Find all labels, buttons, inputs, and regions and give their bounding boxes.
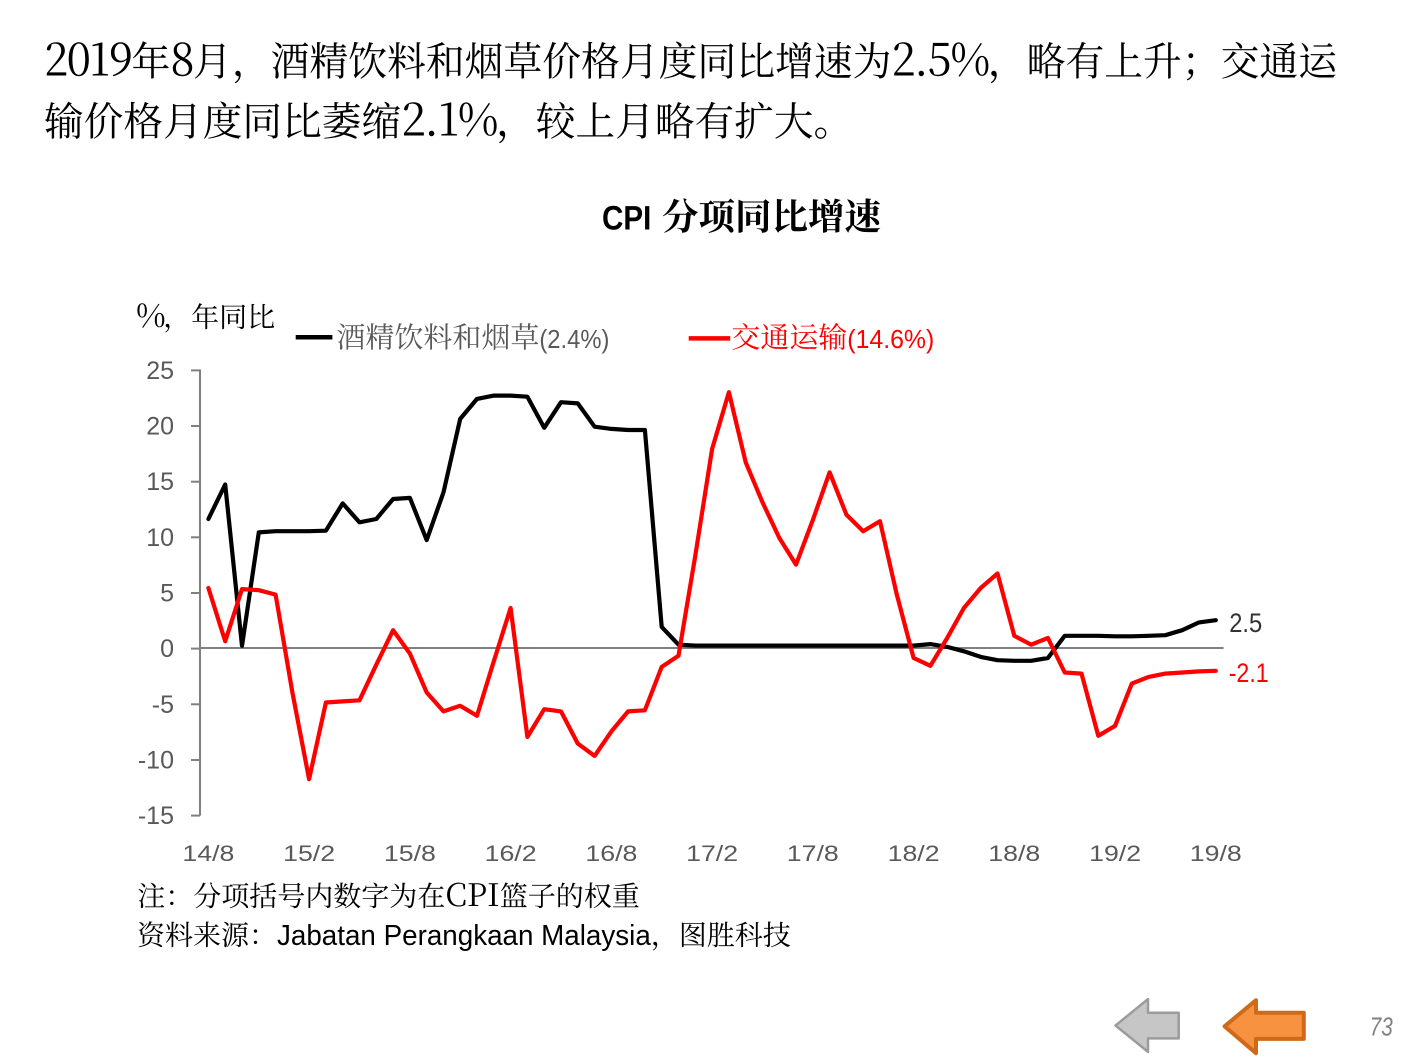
svg-text:16/8: 16/8 (585, 841, 637, 866)
svg-text:20: 20 (146, 413, 174, 441)
svg-text:(14.6%): (14.6%) (847, 324, 934, 354)
svg-text:Jabatan Perangkaan Malaysia: Jabatan Perangkaan Malaysia (277, 920, 652, 952)
svg-text:18/2: 18/2 (888, 841, 940, 866)
svg-text:-5: -5 (152, 691, 174, 719)
svg-text:14/8: 14/8 (182, 841, 234, 866)
svg-text:19/2: 19/2 (1089, 841, 1141, 866)
svg-text:2.5: 2.5 (1229, 608, 1262, 638)
svg-text:10: 10 (146, 524, 174, 552)
svg-text:25: 25 (146, 357, 174, 385)
svg-text:15/8: 15/8 (384, 841, 436, 866)
svg-text:0: 0 (160, 635, 174, 663)
svg-text:-10: -10 (138, 747, 174, 775)
svg-text:5: 5 (160, 580, 174, 608)
svg-text:19/8: 19/8 (1190, 841, 1242, 866)
svg-text:17/8: 17/8 (787, 841, 839, 866)
svg-text:17/2: 17/2 (686, 841, 738, 866)
svg-text:-15: -15 (138, 802, 174, 830)
svg-text:15: 15 (146, 468, 174, 496)
svg-text:16/2: 16/2 (485, 841, 537, 866)
svg-text:73: 73 (1370, 1012, 1393, 1042)
svg-text:18/8: 18/8 (988, 841, 1040, 866)
svg-text:(2.4%): (2.4%) (539, 324, 609, 354)
svg-text:15/2: 15/2 (283, 841, 335, 866)
svg-text:-2.1: -2.1 (1229, 658, 1269, 688)
